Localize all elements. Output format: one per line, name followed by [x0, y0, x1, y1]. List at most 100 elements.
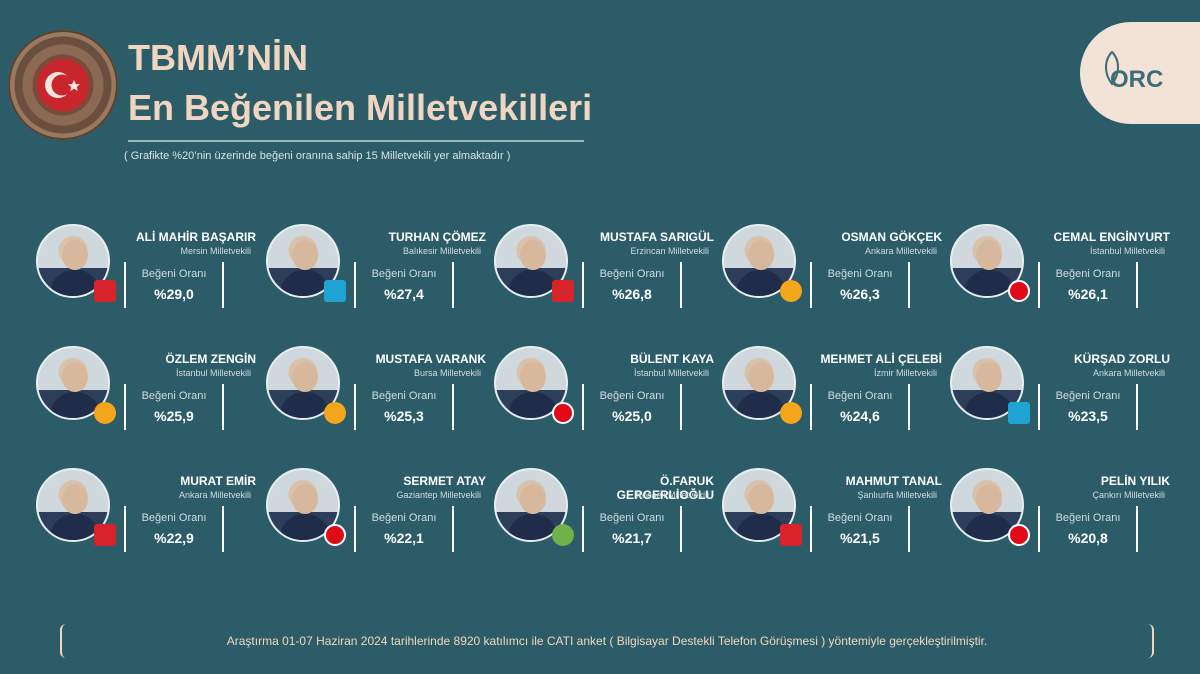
deputy-region: İstanbul Milletvekili	[175, 368, 251, 378]
party-badge-icon	[94, 402, 116, 424]
rate-box: Beğeni Oranı %25,9	[124, 384, 224, 430]
deputy-name: ÖZLEM ZENGİN	[165, 352, 256, 366]
deputy-card: KÜRŞAD ZORLU Ankara Milletvekili Beğeni …	[950, 346, 1170, 446]
rate-box: Beğeni Oranı %23,5	[1038, 384, 1138, 430]
rate-value: %20,8	[1068, 530, 1108, 546]
rate-value: %21,7	[612, 530, 652, 546]
party-badge-icon	[324, 402, 346, 424]
deputy-card: MURAT EMİR Ankara Milletvekili Beğeni Or…	[36, 468, 256, 568]
deputy-card: MUSTAFA SARIGÜL Erzincan Milletvekili Be…	[494, 224, 714, 324]
rate-box: Beğeni Oranı %25,3	[354, 384, 454, 430]
page-subtitle: ( Grafikte %20’nin üzerinde beğeni oranı…	[124, 150, 511, 162]
party-badge-icon	[552, 402, 574, 424]
title-divider	[128, 140, 584, 142]
orc-logo: ORC	[1080, 22, 1200, 124]
orc-logo-text: ORC	[1110, 66, 1164, 93]
rate-label: Beğeni Oranı	[371, 512, 437, 524]
methodology-footer: Araştırma 01-07 Haziran 2024 tarihlerind…	[60, 624, 1154, 658]
deputy-region: Balıkesir Milletvekili	[402, 246, 481, 256]
party-badge-icon	[1008, 402, 1030, 424]
rate-value: %29,0	[154, 286, 194, 302]
rate-value: %21,5	[840, 530, 880, 546]
party-badge-icon	[780, 280, 802, 302]
rate-value: %27,4	[384, 286, 424, 302]
deputy-card: PELİN YILIK Çankırı Milletvekili Beğeni …	[950, 468, 1170, 568]
rate-value: %24,6	[840, 408, 880, 424]
rate-box: Beğeni Oranı %26,8	[582, 262, 682, 308]
party-badge-icon	[94, 524, 116, 546]
deputy-region: İstanbul Milletvekili	[633, 368, 709, 378]
rate-box: Beğeni Oranı %27,4	[354, 262, 454, 308]
deputy-name: PELİN YILIK	[1100, 474, 1170, 488]
deputy-region: Erzincan Milletvekili	[630, 246, 709, 256]
rate-label: Beğeni Oranı	[599, 512, 665, 524]
rate-label: Beğeni Oranı	[1055, 268, 1121, 280]
deputy-region: Gaziantep Milletvekili	[396, 490, 481, 500]
deputy-name: SERMET ATAY	[403, 474, 486, 488]
deputy-photo	[36, 346, 110, 420]
deputy-region: Ankara Milletvekili	[864, 246, 937, 256]
rate-value: %22,9	[154, 530, 194, 546]
deputy-region: Bursa Milletvekili	[413, 368, 481, 378]
rate-box: Beğeni Oranı %29,0	[124, 262, 224, 308]
rate-box: Beğeni Oranı %24,6	[810, 384, 910, 430]
rate-label: Beğeni Oranı	[1055, 390, 1121, 402]
rate-label: Beğeni Oranı	[599, 390, 665, 402]
deputy-name: MEHMET ALİ ÇELEBİ	[820, 352, 942, 366]
tbmm-seal-logo	[8, 30, 118, 140]
deputy-photo	[722, 468, 796, 542]
party-badge-icon	[780, 402, 802, 424]
deputy-card: OSMAN GÖKÇEK Ankara Milletvekili Beğeni …	[722, 224, 942, 324]
deputy-photo	[950, 468, 1024, 542]
deputy-card: TURHAN ÇÖMEZ Balıkesir Milletvekili Beğe…	[266, 224, 486, 324]
party-badge-icon	[1008, 280, 1030, 302]
deputy-card: MEHMET ALİ ÇELEBİ İzmir Milletvekili Beğ…	[722, 346, 942, 446]
rate-value: %23,5	[1068, 408, 1108, 424]
deputy-region: Ankara Milletvekili	[1092, 368, 1165, 378]
rate-label: Beğeni Oranı	[141, 268, 207, 280]
rate-box: Beğeni Oranı %20,8	[1038, 506, 1138, 552]
deputy-photo	[722, 346, 796, 420]
deputy-card: MAHMUT TANAL Şanlıurfa Milletvekili Beğe…	[722, 468, 942, 568]
rate-value: %22,1	[384, 530, 424, 546]
rate-value: %26,3	[840, 286, 880, 302]
deputy-card: CEMAL ENGİNYURT İstanbul Milletvekili Be…	[950, 224, 1170, 324]
rate-value: %26,1	[1068, 286, 1108, 302]
deputy-name: KÜRŞAD ZORLU	[1074, 352, 1170, 366]
rate-label: Beğeni Oranı	[1055, 512, 1121, 524]
leaf-icon	[1105, 50, 1119, 86]
rate-label: Beğeni Oranı	[141, 512, 207, 524]
deputy-name: Ö.FARUK GERGERLİOĞLU	[616, 474, 714, 502]
rate-box: Beğeni Oranı %21,5	[810, 506, 910, 552]
rate-value: %25,3	[384, 408, 424, 424]
rate-label: Beğeni Oranı	[827, 268, 893, 280]
rate-label: Beğeni Oranı	[371, 390, 437, 402]
deputy-region: Şanlıurfa Milletvekili	[857, 490, 937, 500]
page-title-line2: En Beğenilen Milletvekilleri	[128, 87, 593, 128]
rate-label: Beğeni Oranı	[141, 390, 207, 402]
deputy-card: ALİ MAHİR BAŞARIR Mersin Milletvekili Be…	[36, 224, 256, 324]
rate-label: Beğeni Oranı	[371, 268, 437, 280]
party-badge-icon	[324, 524, 346, 546]
rate-box: Beğeni Oranı %25,0	[582, 384, 682, 430]
deputy-region: İstanbul Milletvekili	[1089, 246, 1165, 256]
rate-value: %26,8	[612, 286, 652, 302]
deputy-name: BÜLENT KAYA	[630, 352, 714, 366]
rate-box: Beğeni Oranı %22,9	[124, 506, 224, 552]
deputy-card: SERMET ATAY Gaziantep Milletvekili Beğen…	[266, 468, 486, 568]
deputy-region: Ankara Milletvekili	[178, 490, 251, 500]
rate-box: Beğeni Oranı %21,7	[582, 506, 682, 552]
party-badge-icon	[1008, 524, 1030, 546]
party-badge-icon	[324, 280, 346, 302]
rate-value: %25,0	[612, 408, 652, 424]
deputy-region: Kocaeli Milletvekili	[635, 490, 709, 500]
party-badge-icon	[94, 280, 116, 302]
deputy-card: BÜLENT KAYA İstanbul Milletvekili Beğeni…	[494, 346, 714, 446]
rate-box: Beğeni Oranı %22,1	[354, 506, 454, 552]
deputy-name: MURAT EMİR	[180, 474, 256, 488]
rate-box: Beğeni Oranı %26,3	[810, 262, 910, 308]
party-badge-icon	[552, 280, 574, 302]
party-badge-icon	[552, 524, 574, 546]
deputy-name: MUSTAFA VARANK	[375, 352, 486, 366]
deputy-card: Ö.FARUK GERGERLİOĞLU Kocaeli Milletvekil…	[494, 468, 714, 568]
